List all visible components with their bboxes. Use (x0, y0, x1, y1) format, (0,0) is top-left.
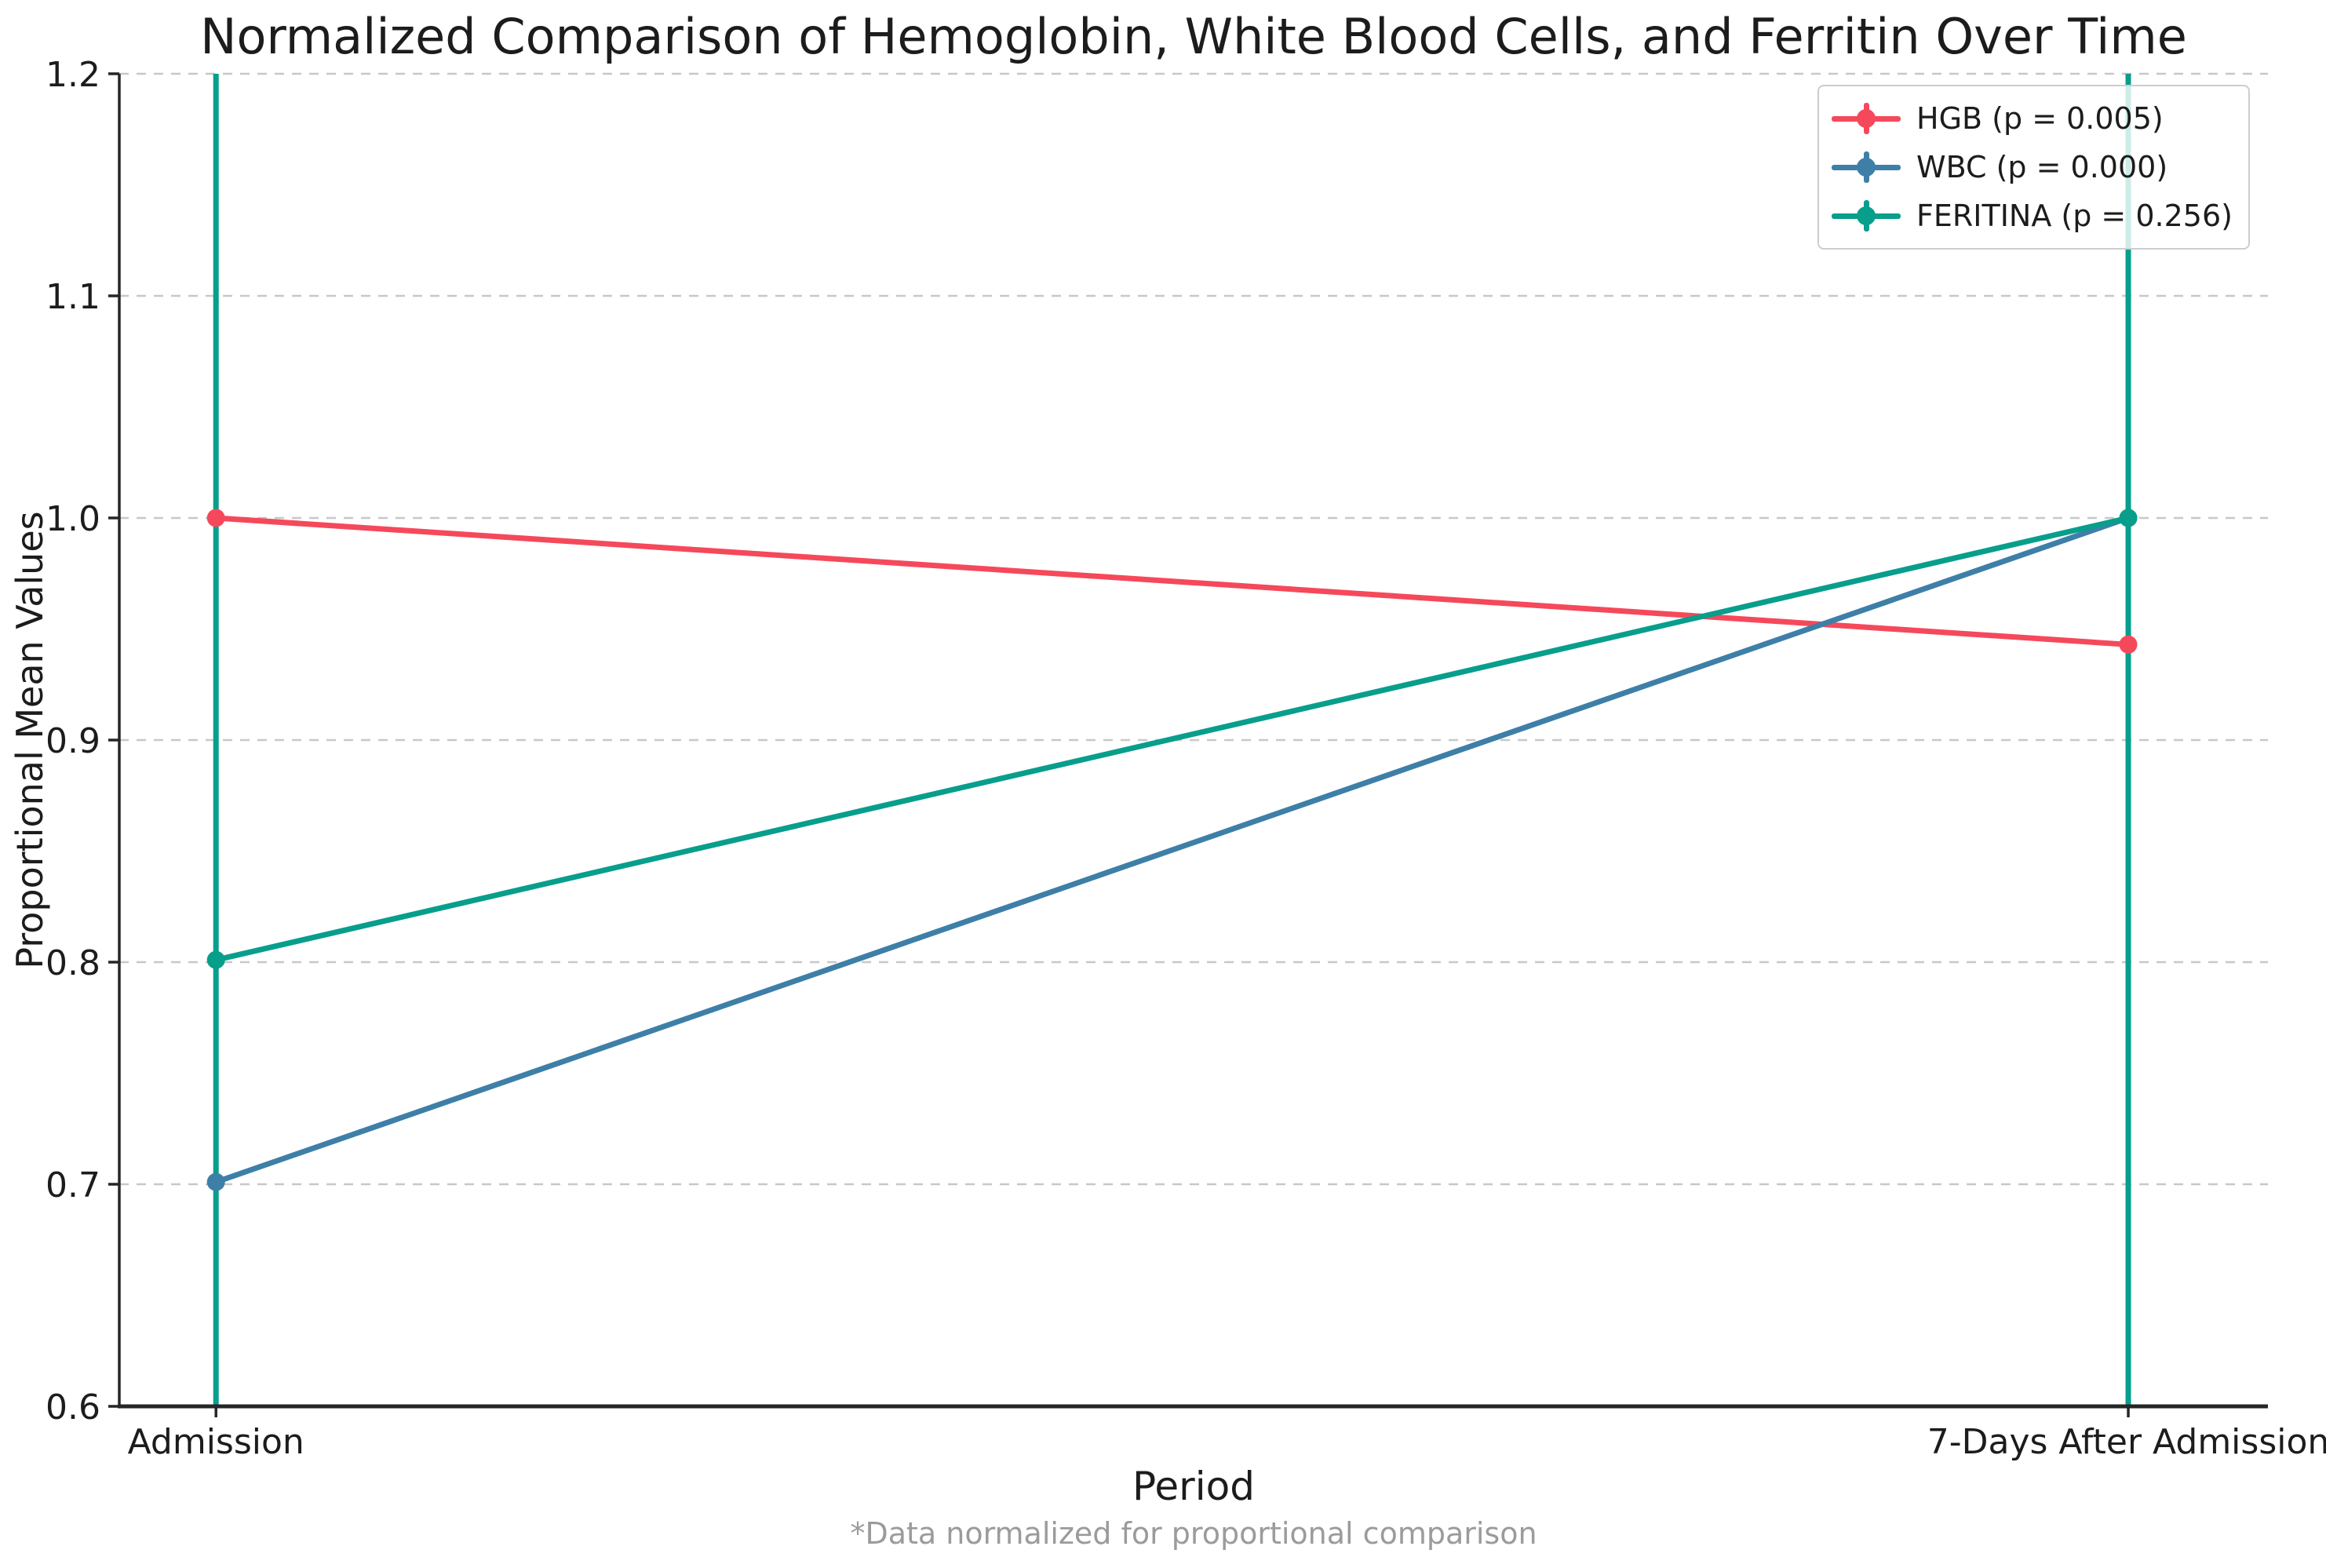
y-tick-label: 0.8 (46, 943, 100, 983)
data-point-wbc (206, 1172, 225, 1191)
errorbar-marker-icon (1832, 100, 1901, 137)
x-axis-label: Period (1132, 1464, 1255, 1509)
y-tick-label: 1.0 (46, 499, 100, 539)
x-tick-label: Admission (128, 1422, 304, 1462)
chart-title: Normalized Comparison of Hemoglobin, Whi… (200, 8, 2187, 65)
data-point-hgb (206, 509, 225, 527)
series-line-hgb (213, 515, 2131, 647)
series-line-feritina (213, 515, 2131, 963)
y-tick-label: 0.6 (46, 1387, 100, 1428)
errorbar-marker-icon (1832, 197, 1901, 235)
y-tick-label: 1.2 (46, 55, 100, 95)
data-point-feritina (206, 950, 225, 969)
errorbar-marker-icon (1832, 148, 1901, 186)
x-tick-label: 7-Days After Admission (1927, 1422, 2326, 1462)
data-point-feritina (2119, 509, 2138, 527)
legend-label-hgb: HGB (p = 0.005) (1916, 101, 2164, 136)
legend-item-wbc: WBC (p = 0.000) (1832, 143, 2233, 191)
y-tick-label: 0.9 (46, 721, 100, 761)
legend: HGB (p = 0.005) WBC (p = 0.000) FERITINA… (1817, 85, 2250, 250)
series-line-wbc (213, 515, 2131, 1185)
footnote: *Data normalized for proportional compar… (850, 1516, 1537, 1551)
legend-label-feritina: FERITINA (p = 0.256) (1916, 199, 2233, 233)
y-tick-label: 1.1 (46, 277, 100, 317)
legend-item-hgb: HGB (p = 0.005) (1832, 94, 2233, 143)
y-tick-label: 0.7 (46, 1165, 100, 1205)
data-point-hgb (2119, 635, 2138, 654)
legend-label-wbc: WBC (p = 0.000) (1916, 150, 2168, 184)
legend-item-feritina: FERITINA (p = 0.256) (1832, 191, 2233, 240)
